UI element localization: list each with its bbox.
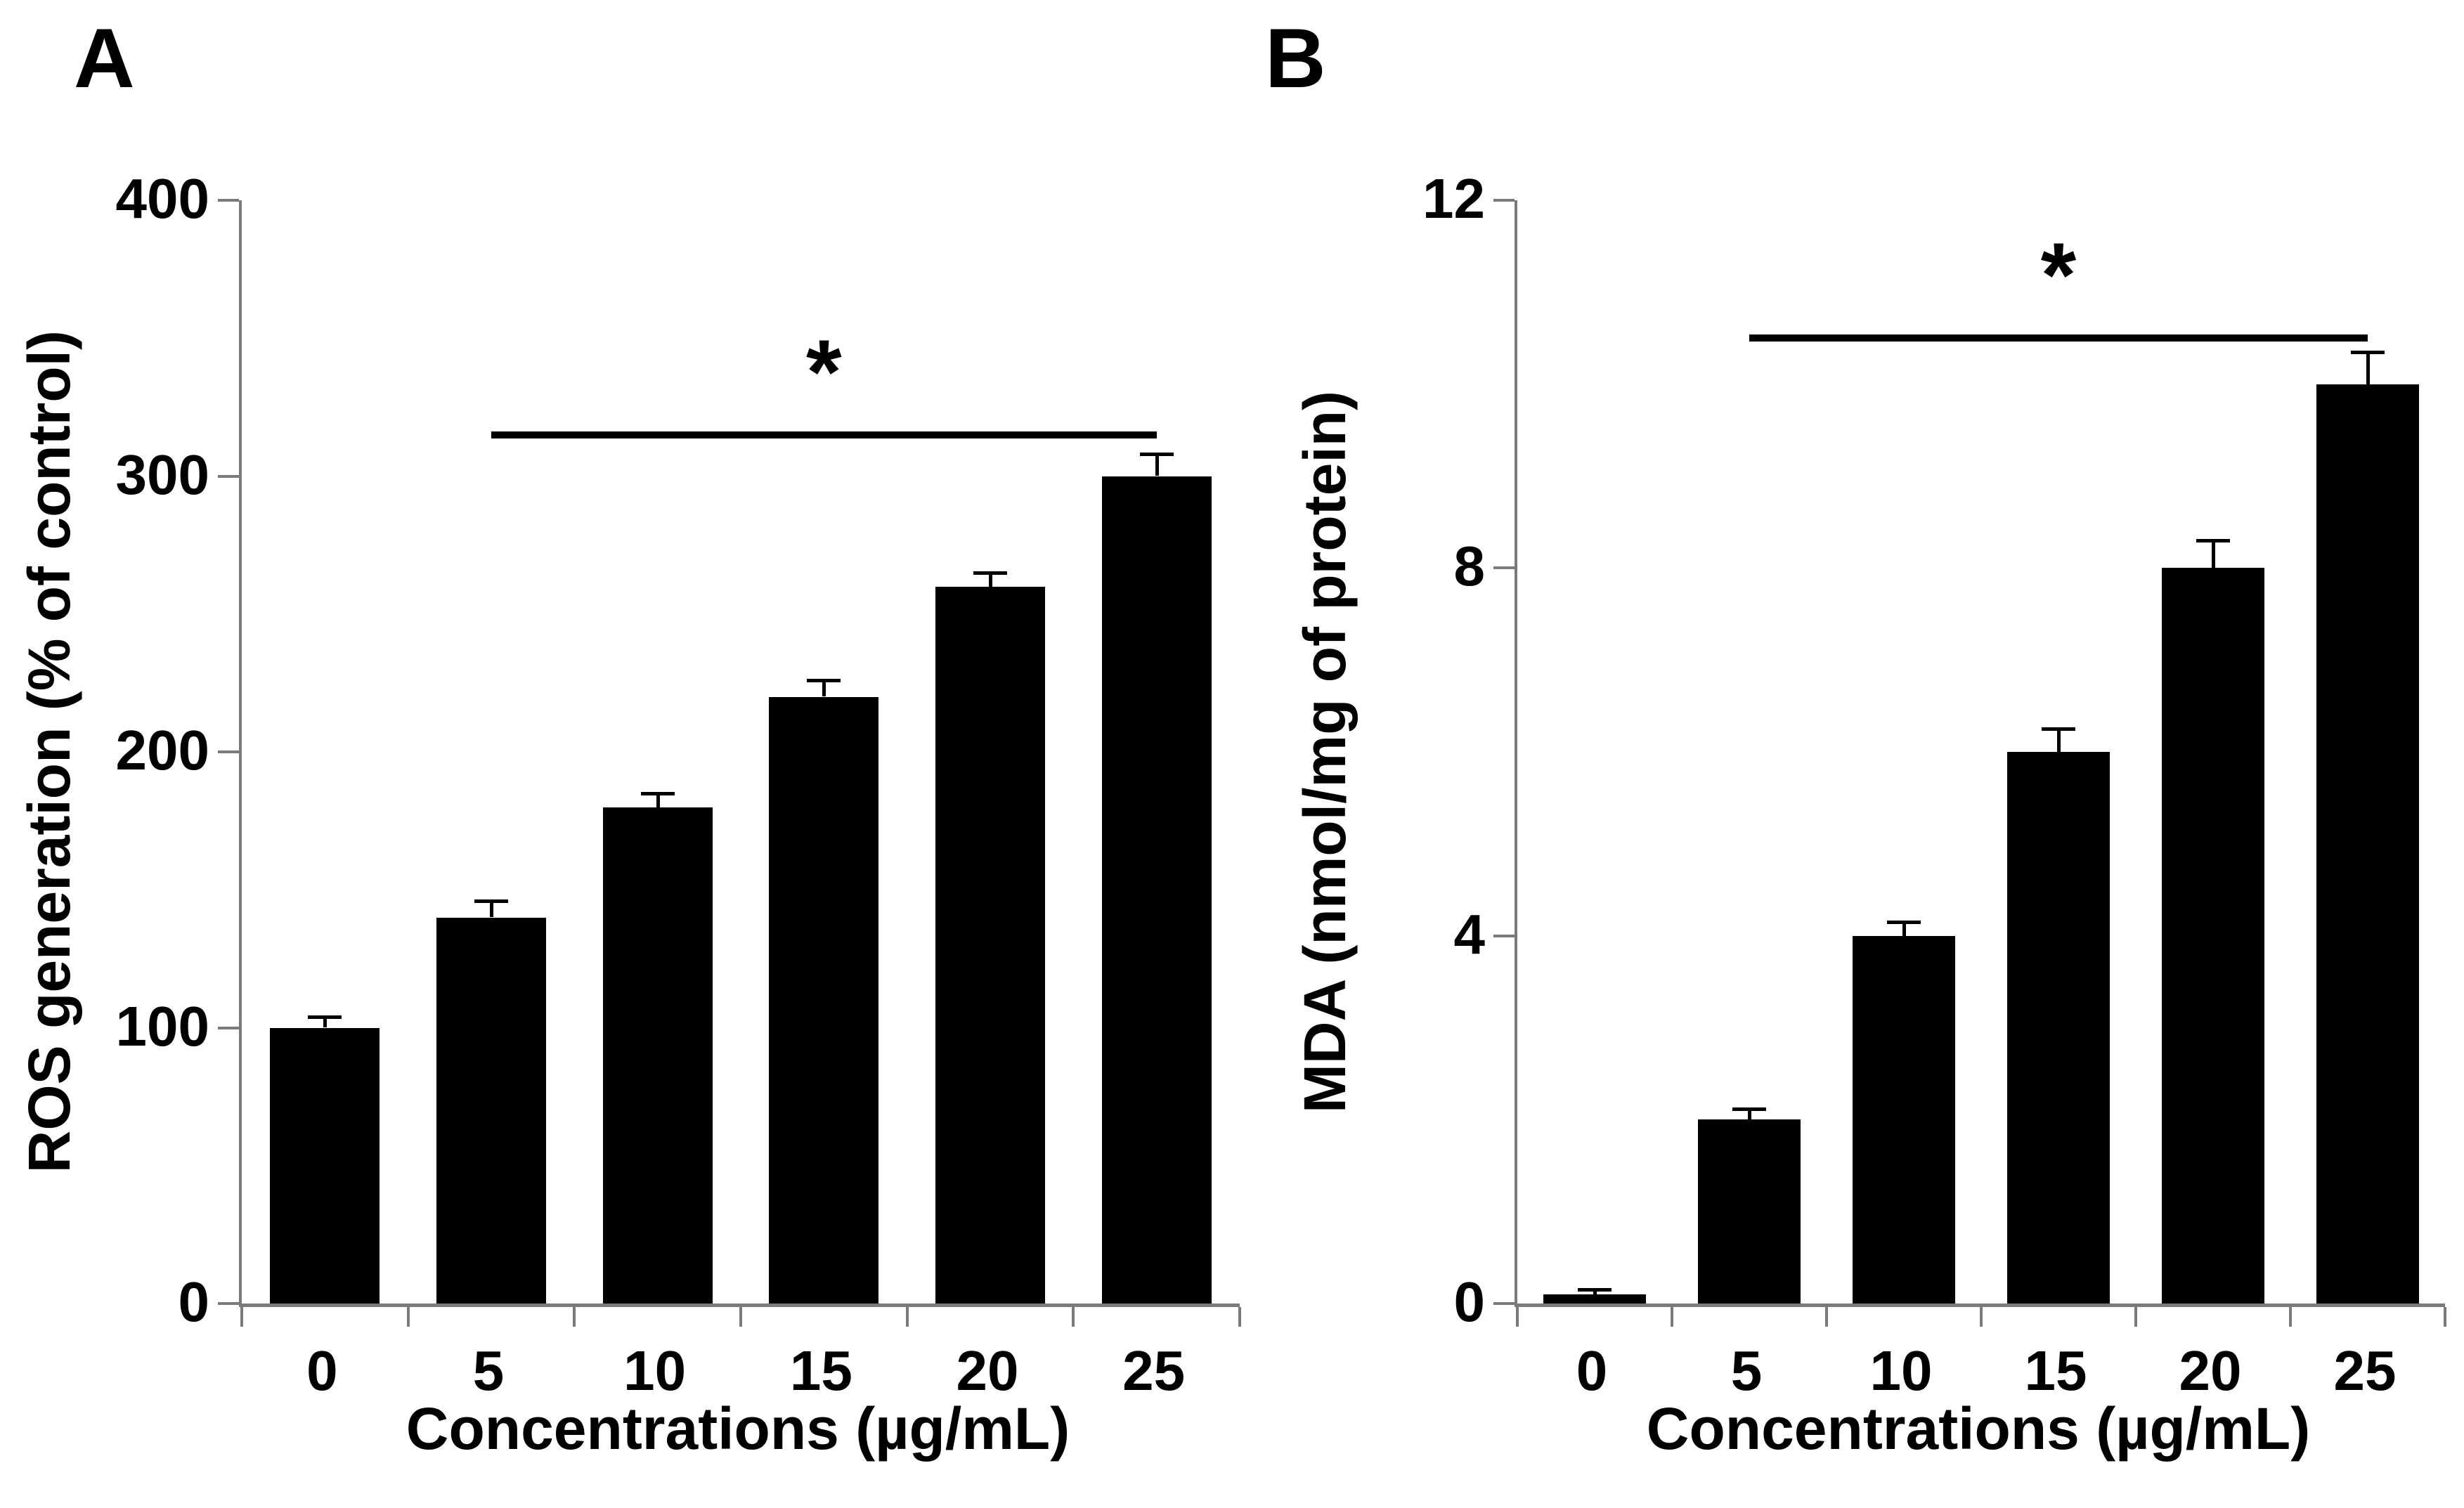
bar	[2007, 752, 2110, 1304]
x-tick-label: 25	[1122, 1339, 1186, 1402]
y-tick-label: 4	[1453, 902, 1486, 966]
bar	[769, 696, 879, 1304]
y-tick	[1493, 566, 1515, 570]
error-bar-stem	[2057, 729, 2061, 752]
x-tick	[1671, 1307, 1673, 1327]
x-tick-label: 25	[2333, 1339, 2397, 1402]
error-bar-stem	[2366, 351, 2370, 384]
x-tick-label: 20	[956, 1339, 1019, 1402]
y-tick-label: 8	[1453, 535, 1486, 598]
bar	[1853, 935, 1955, 1304]
error-bar-cap	[1887, 921, 1921, 925]
x-tick	[1825, 1307, 1828, 1327]
y-tick-label: 0	[1453, 1270, 1486, 1333]
y-tick-label: 12	[1422, 167, 1485, 230]
error-bar-cap	[807, 678, 841, 682]
x-tick	[573, 1307, 576, 1327]
y-axis-title-b: MDA (nmol/mg of protein)	[1276, 200, 1374, 1304]
plot-area-b: *	[1493, 199, 2446, 1327]
x-tick-label: 15	[789, 1339, 852, 1402]
y-tick	[1493, 1302, 1515, 1305]
bar	[1698, 1119, 1801, 1304]
error-bar-stem	[1593, 1289, 1597, 1294]
y-tick-label: 400	[115, 167, 209, 230]
error-bar-cap	[2196, 539, 2230, 543]
x-tick	[406, 1307, 410, 1327]
error-bar-stem	[323, 1016, 328, 1028]
error-bar-cap	[474, 899, 508, 903]
y-tick	[218, 199, 239, 202]
x-tick	[240, 1307, 243, 1327]
x-tick-label: 0	[306, 1339, 338, 1402]
error-bar-cap	[1139, 453, 1174, 457]
x-tick-label: 5	[1730, 1339, 1763, 1402]
x-tick	[1516, 1307, 1519, 1327]
x-tick-label: 20	[2179, 1339, 2242, 1402]
x-axis-title-b: Concentrations (µg/mL)	[1646, 1396, 2311, 1462]
error-bar-stem	[1748, 1108, 1751, 1120]
y-tick-label: 100	[115, 994, 209, 1058]
x-tick-label: 0	[1576, 1339, 1608, 1402]
bar	[935, 586, 1046, 1304]
y-tick-label: 0	[178, 1270, 210, 1333]
bar	[602, 807, 713, 1304]
error-bar-stem	[490, 900, 493, 918]
error-bar-stem	[989, 572, 992, 587]
error-bar-stem	[2212, 540, 2215, 568]
y-tick	[218, 1302, 239, 1305]
x-axis-title-a: Concentrations (µg/mL)	[406, 1396, 1070, 1462]
x-tick-label: 10	[623, 1339, 687, 1402]
x-tick	[2289, 1307, 2292, 1327]
error-bar-cap	[973, 571, 1007, 575]
error-bar-cap	[640, 791, 675, 795]
y-tick	[1493, 934, 1515, 937]
bar	[2162, 568, 2264, 1304]
x-tick	[905, 1307, 909, 1327]
y-tick	[1493, 199, 1515, 202]
significance-star: *	[806, 320, 842, 423]
error-bar-cap	[1578, 1288, 1612, 1292]
x-tick	[2134, 1307, 2137, 1327]
x-tick	[739, 1307, 742, 1327]
x-tick-label: 5	[472, 1339, 505, 1402]
error-bar-stem	[822, 680, 826, 697]
x-tick-label: 10	[1869, 1339, 1933, 1402]
plot-area-a: *	[218, 199, 1241, 1327]
significance-line	[491, 431, 1157, 438]
bar	[1101, 476, 1212, 1304]
error-bar-cap	[2042, 727, 2075, 732]
bar	[1543, 1294, 1646, 1304]
x-tick	[1980, 1307, 1983, 1327]
error-bar-cap	[1732, 1107, 1766, 1111]
significance-line	[1749, 334, 2368, 342]
error-bar-stem	[656, 793, 660, 807]
y-tick-label: 300	[115, 443, 209, 506]
bar	[270, 1027, 380, 1304]
significance-star: *	[2040, 223, 2077, 327]
error-bar-stem	[1155, 454, 1159, 476]
bar	[2316, 384, 2419, 1304]
y-axis-title-b-text: MDA (nmol/mg of protein)	[1291, 390, 1358, 1114]
error-bar-cap	[308, 1015, 342, 1019]
y-tick	[218, 1026, 239, 1029]
panel-b-label: B	[1265, 11, 1326, 105]
y-tick	[218, 750, 239, 753]
x-tick	[1072, 1307, 1075, 1327]
bar	[436, 917, 547, 1304]
y-tick-label: 200	[115, 719, 209, 781]
x-tick	[2444, 1307, 2446, 1327]
panel-a-label: A	[74, 11, 135, 105]
x-tick	[1238, 1307, 1241, 1327]
panel-a: A ROS generation (% of control) * Concen…	[16, 11, 1241, 1462]
x-tick-label: 15	[2024, 1339, 2087, 1402]
error-bar-cap	[2351, 350, 2385, 354]
y-tick	[218, 474, 239, 478]
panel-b: B MDA (nmol/mg of protein) * Concentrati…	[1251, 0, 2464, 1508]
error-bar-stem	[1902, 922, 1906, 936]
